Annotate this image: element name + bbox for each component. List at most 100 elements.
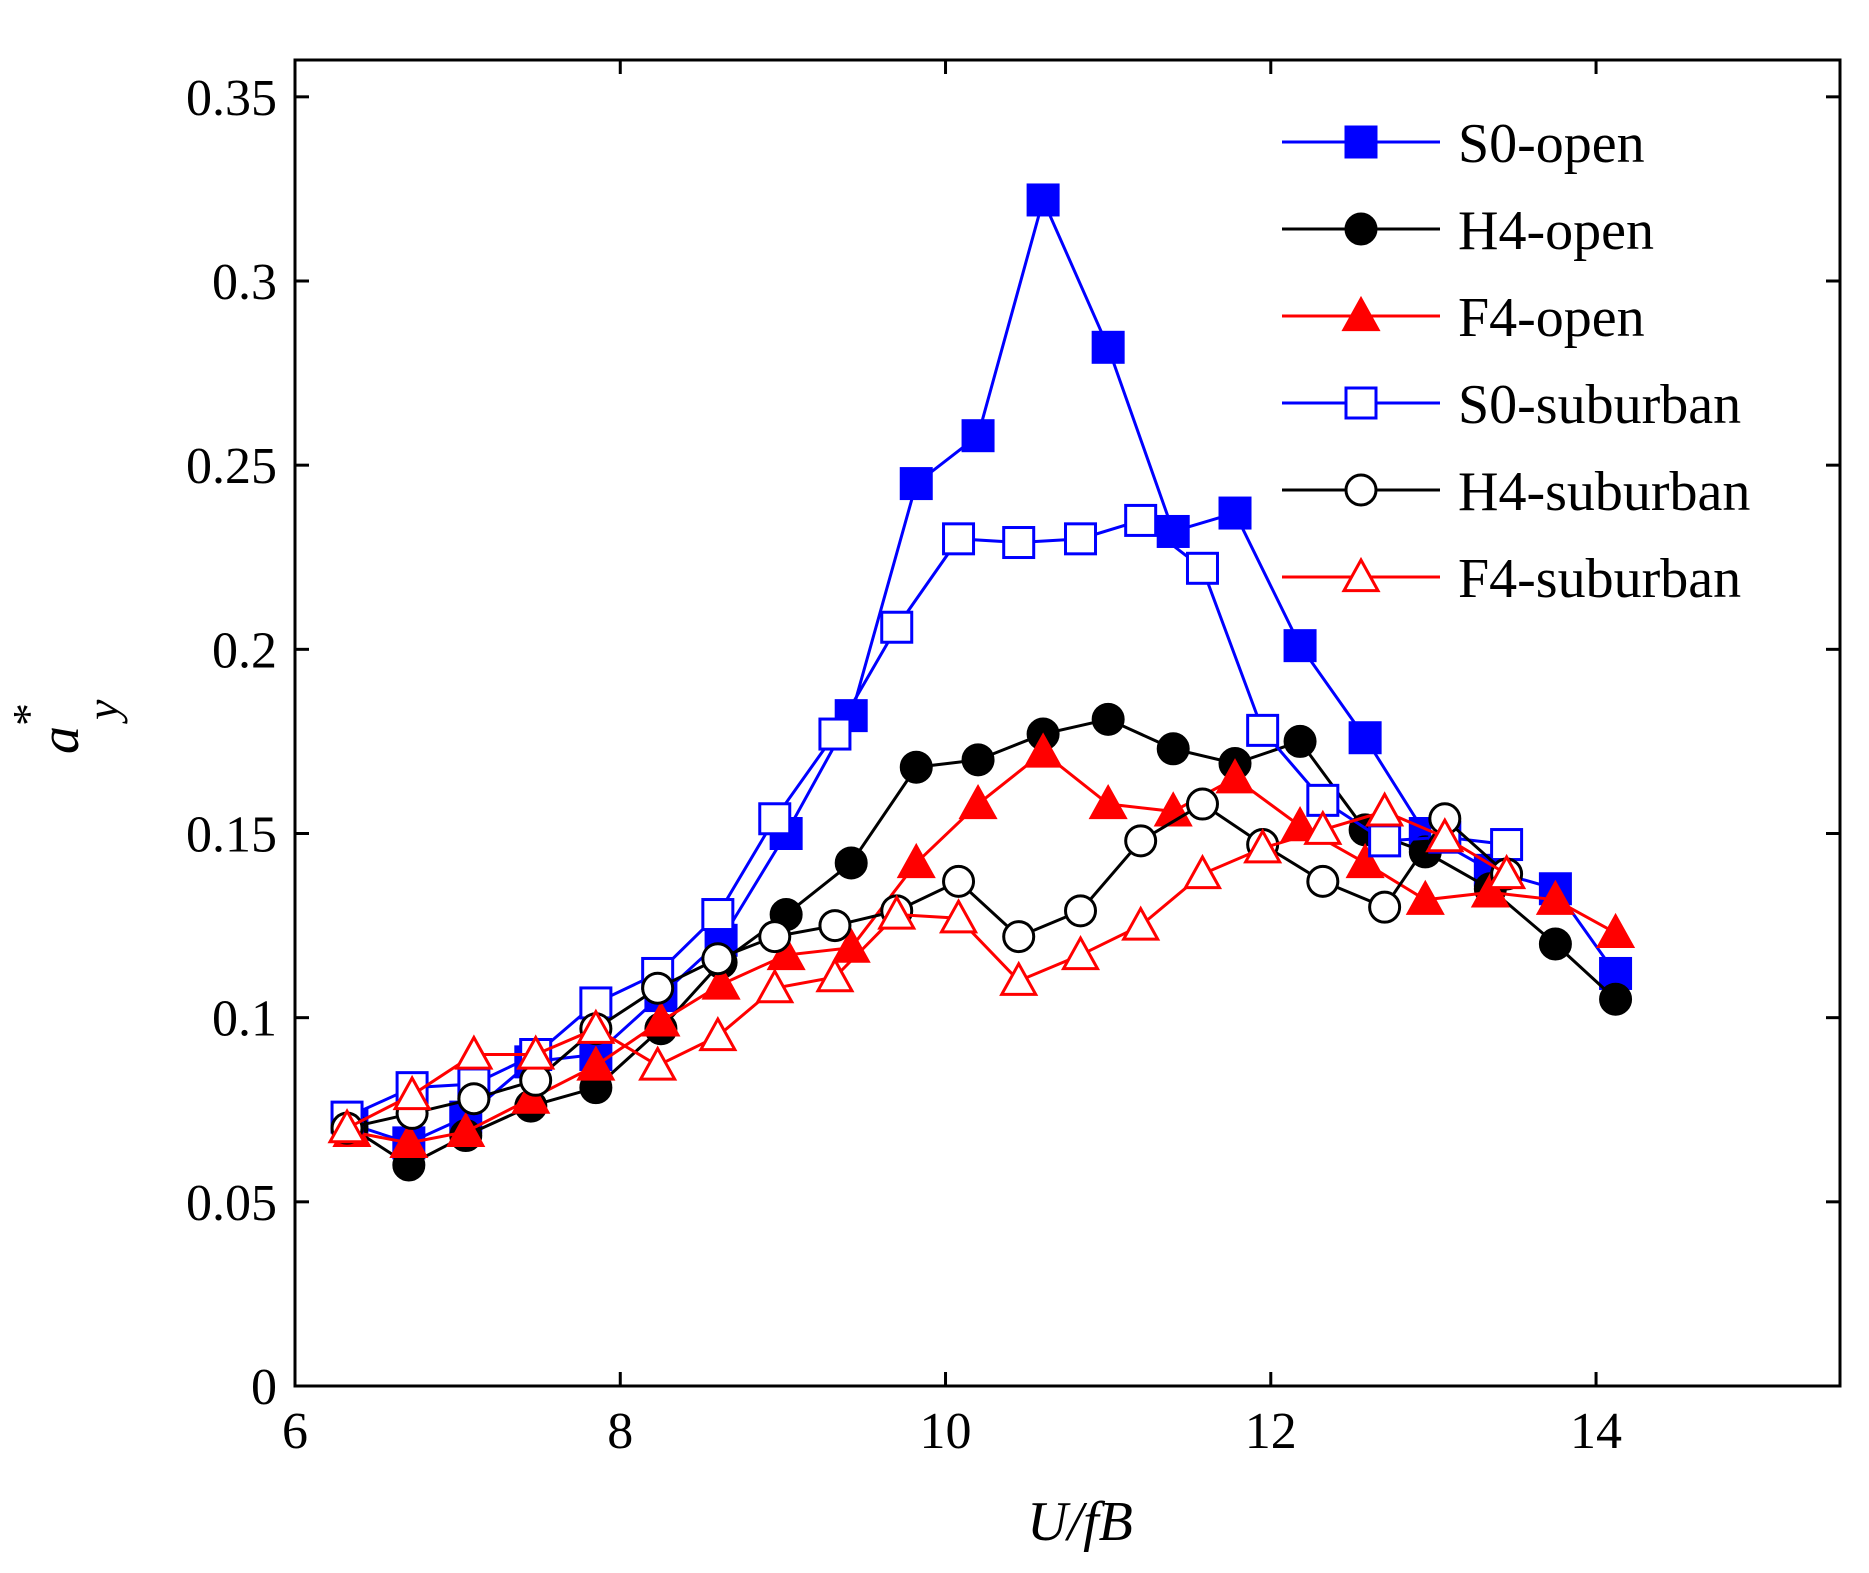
data-point [961,419,995,453]
legend-entry: S0-suburban [1282,374,1741,436]
data-point [1002,920,1036,954]
data-point [446,1111,486,1147]
data-point [1156,732,1190,766]
y-axis-label: a y * [3,699,128,754]
data-point [1368,824,1402,858]
x-tick-label: 6 [282,1403,308,1460]
legend: S0-open H4-open F4-open S0-suburban H4-subur… [1282,113,1750,610]
data-point [516,1034,556,1070]
data-point [896,842,936,879]
data-point [1064,894,1098,928]
legend-marker [1341,556,1381,593]
y-axis-label-sup: * [3,703,54,726]
data-point [899,750,933,784]
y-tick-label: 0.1 [212,991,277,1048]
data-point [1535,879,1575,915]
data-point [1002,526,1036,560]
data-point [389,1122,429,1158]
axes [293,58,1842,1388]
data-point [1060,934,1101,971]
data-point [638,1045,678,1081]
data-point [938,898,979,934]
data-point [1182,853,1223,890]
series-S0-open [335,183,1633,1160]
data-point [1405,879,1445,915]
data-point [1599,982,1633,1016]
y-axis-label-main: a [29,726,91,754]
data-point [758,802,792,836]
data-point [766,934,806,971]
data-point [880,610,914,644]
legend-label: F4-open [1458,287,1645,349]
data-point [1246,713,1280,747]
data-point [758,920,792,954]
y-tick-label: 0.2 [212,622,277,679]
data-point [755,968,795,1004]
legend-marker [1344,386,1378,420]
data-point [1243,828,1283,864]
data-point [1185,787,1219,821]
legend-entry: S0-open [1282,113,1645,175]
ticks: 6 8 10 12 14 0 0.05 0.1 0.15 0.2 0.25 0.3 0.35 [186,60,1840,1460]
data-point [1026,183,1060,217]
y-tick-label: 0.35 [186,70,277,127]
data-point [1470,872,1510,908]
data-point [1283,629,1317,663]
data-point [1368,890,1402,924]
data-point [576,1008,616,1044]
y-axis-label-sub: y [77,699,128,724]
x-axis-label: U/fB [1027,1491,1133,1553]
legend-marker [1344,125,1378,159]
data-point [1538,927,1572,961]
data-point [641,971,675,1005]
data-point [899,467,933,501]
data-point [1280,806,1320,842]
data-point [1345,842,1385,879]
data-point [519,1063,553,1097]
data-point [641,1001,681,1037]
data-point [999,960,1039,996]
legend-label: H4-suburban [1458,461,1750,523]
data-point [961,743,995,777]
x-tick-label: 10 [920,1403,972,1460]
data-point [1596,912,1636,949]
y-tick-label: 0.25 [186,438,277,495]
data-point [1091,330,1125,364]
data-point [1088,783,1128,820]
series-S0-suburban [330,503,1524,1134]
axis-labels: U/fB a y * [3,699,1133,1553]
data-point [818,909,852,943]
data-point [1348,721,1382,755]
axes-box [293,58,1842,1388]
series-H4-suburban [330,787,1524,1145]
data-point [815,957,855,993]
y-tick-label: 0.3 [212,254,277,311]
y-tick-label: 0.15 [186,807,277,864]
data-point [1121,905,1161,941]
data-point [1064,522,1098,556]
data-point [1283,724,1317,758]
data-point [392,1074,432,1111]
data-point [1124,503,1158,537]
data-point [834,846,868,880]
legend-marker [1344,473,1378,507]
series [327,183,1636,1182]
legend-label: S0-open [1458,113,1645,175]
data-point [1303,809,1343,845]
legend-entry: H4-suburban [1282,461,1750,523]
y-tick-label: 0 [251,1359,277,1416]
data-point [942,522,976,556]
data-point [1218,496,1252,530]
series-line [346,518,1507,1119]
series-F4-open [332,732,1636,1158]
data-point [877,894,917,930]
data-point [576,1045,616,1081]
y-tick-label: 0.05 [186,1175,277,1232]
x-tick-label: 14 [1570,1403,1622,1460]
legend-label: F4-suburban [1458,548,1741,610]
data-point [1306,864,1340,898]
legend-label: S0-suburban [1458,374,1741,436]
series-line [351,195,1617,1145]
legend-label: H4-open [1458,200,1654,262]
